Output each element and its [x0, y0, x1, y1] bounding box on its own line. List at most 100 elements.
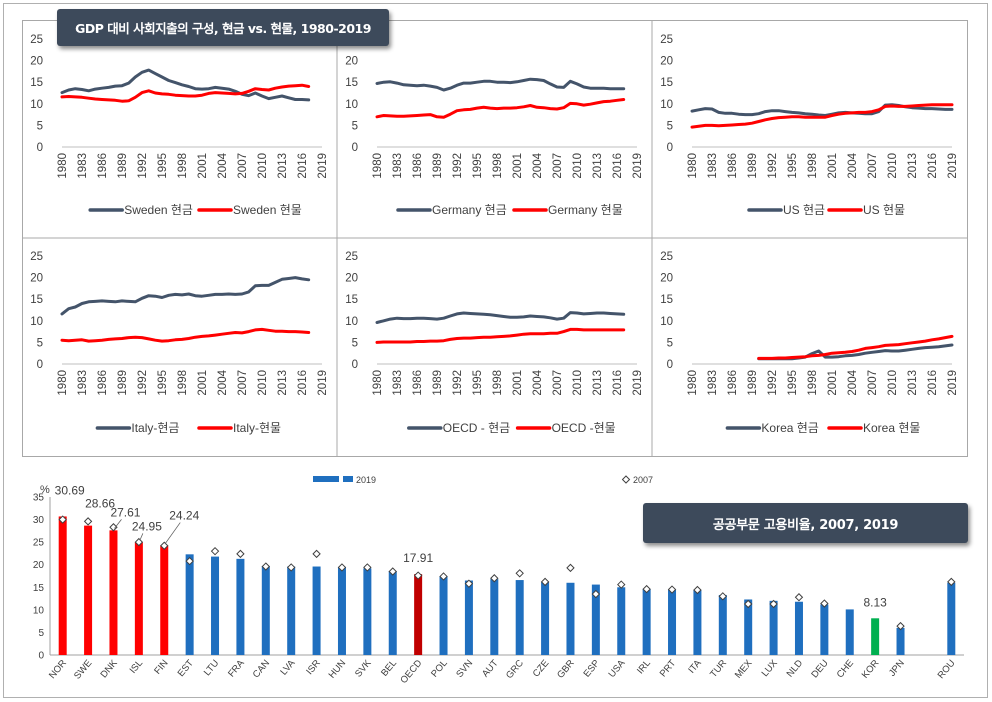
- marker-2007-irl: [642, 584, 651, 594]
- bar-category-label: OECD: [398, 658, 424, 686]
- marker-2007-swe: [83, 517, 93, 526]
- bar-category-label: HUN: [327, 658, 349, 681]
- legend-swatch-gap: [339, 476, 343, 482]
- x-tick-label: 1998: [177, 153, 189, 179]
- x-tick-label: 2004: [217, 152, 229, 178]
- x-tick-label: 1992: [452, 370, 464, 396]
- legend-label: Sweden 현물: [233, 203, 302, 217]
- bar-category-label: SVK: [353, 657, 374, 679]
- x-tick-label: 1983: [392, 153, 404, 179]
- line-panel-germany: 0510152025198019831986198919921995199820…: [345, 34, 644, 217]
- x-tick-label: 1980: [57, 153, 69, 179]
- bar-lva: [287, 566, 296, 655]
- y-tick-label: 15: [30, 294, 43, 306]
- x-tick-label: 2013: [277, 153, 289, 179]
- legend-label: Germany 현물: [548, 203, 623, 217]
- x-tick-label: 2019: [317, 370, 329, 396]
- legend-marker-2007: [621, 475, 631, 484]
- y-tick-label: 0: [667, 359, 673, 371]
- bar-category-label: MEX: [733, 657, 755, 680]
- x-tick-label: 2007: [552, 370, 564, 396]
- bar-mex: [744, 599, 753, 655]
- x-tick-label: 1986: [412, 153, 424, 179]
- bar-ltu: [211, 556, 220, 655]
- bar-irl: [642, 589, 651, 655]
- bar-value-leader: [139, 533, 144, 541]
- bar-category-label: GRC: [504, 658, 526, 681]
- x-tick-label: 1998: [807, 370, 819, 396]
- bar-svk: [363, 568, 372, 655]
- x-tick-label: 1995: [787, 153, 799, 179]
- x-tick-label: 1980: [687, 370, 699, 396]
- bar-category-label: CAN: [251, 658, 272, 681]
- y-tick-label: 5: [352, 337, 358, 349]
- bar-isr: [312, 566, 321, 655]
- bar-y-tick-label: 35: [33, 493, 45, 504]
- x-tick-label: 2010: [257, 153, 269, 179]
- bar-value-label: 28.66: [85, 497, 115, 511]
- x-tick-label: 1998: [807, 153, 819, 179]
- bar-jpn: [896, 627, 905, 655]
- x-tick-label: 1986: [97, 153, 109, 179]
- line-panel-korea: 0 5 10 15 20 25 1980 1983 1986 1989 1992 1995 1998 20…: [660, 251, 959, 435]
- panel-legend: OECD - 현금 OECD -현물: [407, 421, 616, 435]
- y-tick-label: 5: [37, 120, 43, 132]
- bar-value-label: 17.91: [403, 551, 433, 565]
- x-tick-label: 1995: [472, 370, 484, 396]
- marker-2007-isr: [312, 549, 321, 559]
- bar-can: [261, 566, 270, 655]
- x-tick-label: 1983: [707, 370, 719, 396]
- bar-grc: [515, 580, 524, 655]
- bar-cze: [541, 581, 550, 655]
- x-tick-label: 1998: [177, 370, 189, 396]
- series-line-cash: [375, 311, 626, 324]
- y-tick-label: 0: [352, 142, 358, 154]
- bar-category-label: SWE: [72, 658, 94, 682]
- marker-2007-rou: [947, 577, 956, 587]
- bar-value-label: 24.95: [132, 519, 162, 533]
- x-tick-label: 1986: [412, 370, 424, 396]
- x-tick-label: 2007: [867, 370, 879, 396]
- series-line-inkind: [60, 83, 311, 103]
- marker-2007-bel: [388, 567, 397, 576]
- x-tick-label: 1989: [747, 370, 759, 396]
- x-tick-label: 1980: [57, 370, 69, 396]
- panel-legend: Italy-현금 Italy-현물: [95, 421, 281, 435]
- x-tick-label: 1989: [117, 370, 129, 396]
- y-tick-label: 5: [37, 337, 43, 349]
- bar-bel: [388, 571, 397, 655]
- bar-hun: [337, 566, 346, 655]
- panel-legend: Germany 현금 Germany 현물: [396, 203, 623, 217]
- marker-2007-dnk: [109, 523, 118, 532]
- y-tick-label: 0: [667, 142, 673, 154]
- x-tick-label: 2013: [907, 153, 919, 179]
- bar-nor: [58, 516, 67, 655]
- marker-2007-jpn: [896, 621, 905, 631]
- series-line-inkind: [690, 103, 954, 129]
- x-tick-label: 2016: [297, 153, 309, 179]
- bar-value-leader: [114, 519, 122, 529]
- bar-category-label: AUT: [480, 658, 501, 680]
- x-tick-label: 2019: [947, 370, 959, 396]
- marker-2007-svn: [464, 579, 474, 588]
- bar-category-label: POL: [429, 658, 450, 680]
- panel-legend: Sweden 현금 Sweden 현물: [88, 203, 302, 217]
- bar-category-label: ISL: [128, 658, 146, 676]
- bar-gbr: [566, 582, 575, 655]
- bar-category-label: LTU: [202, 658, 222, 678]
- bar-y-tick-label: 20: [33, 560, 45, 571]
- x-tick-label: 1989: [117, 153, 129, 179]
- legend-label: Italy-현금: [131, 421, 179, 435]
- series-line-cash: [60, 276, 311, 316]
- x-tick-label: 2013: [592, 153, 604, 179]
- x-tick-label: 2001: [827, 153, 839, 179]
- x-tick-label: 2001: [512, 370, 524, 396]
- bar-svn: [464, 580, 473, 655]
- bar-isl: [134, 542, 143, 655]
- marker-2007-esp: [591, 589, 601, 599]
- marker-2007-tur: [718, 592, 728, 601]
- legend-swatch-2019: [313, 476, 353, 482]
- x-tick-label: 2013: [277, 370, 289, 396]
- legend-label: Sweden 현금: [124, 203, 193, 217]
